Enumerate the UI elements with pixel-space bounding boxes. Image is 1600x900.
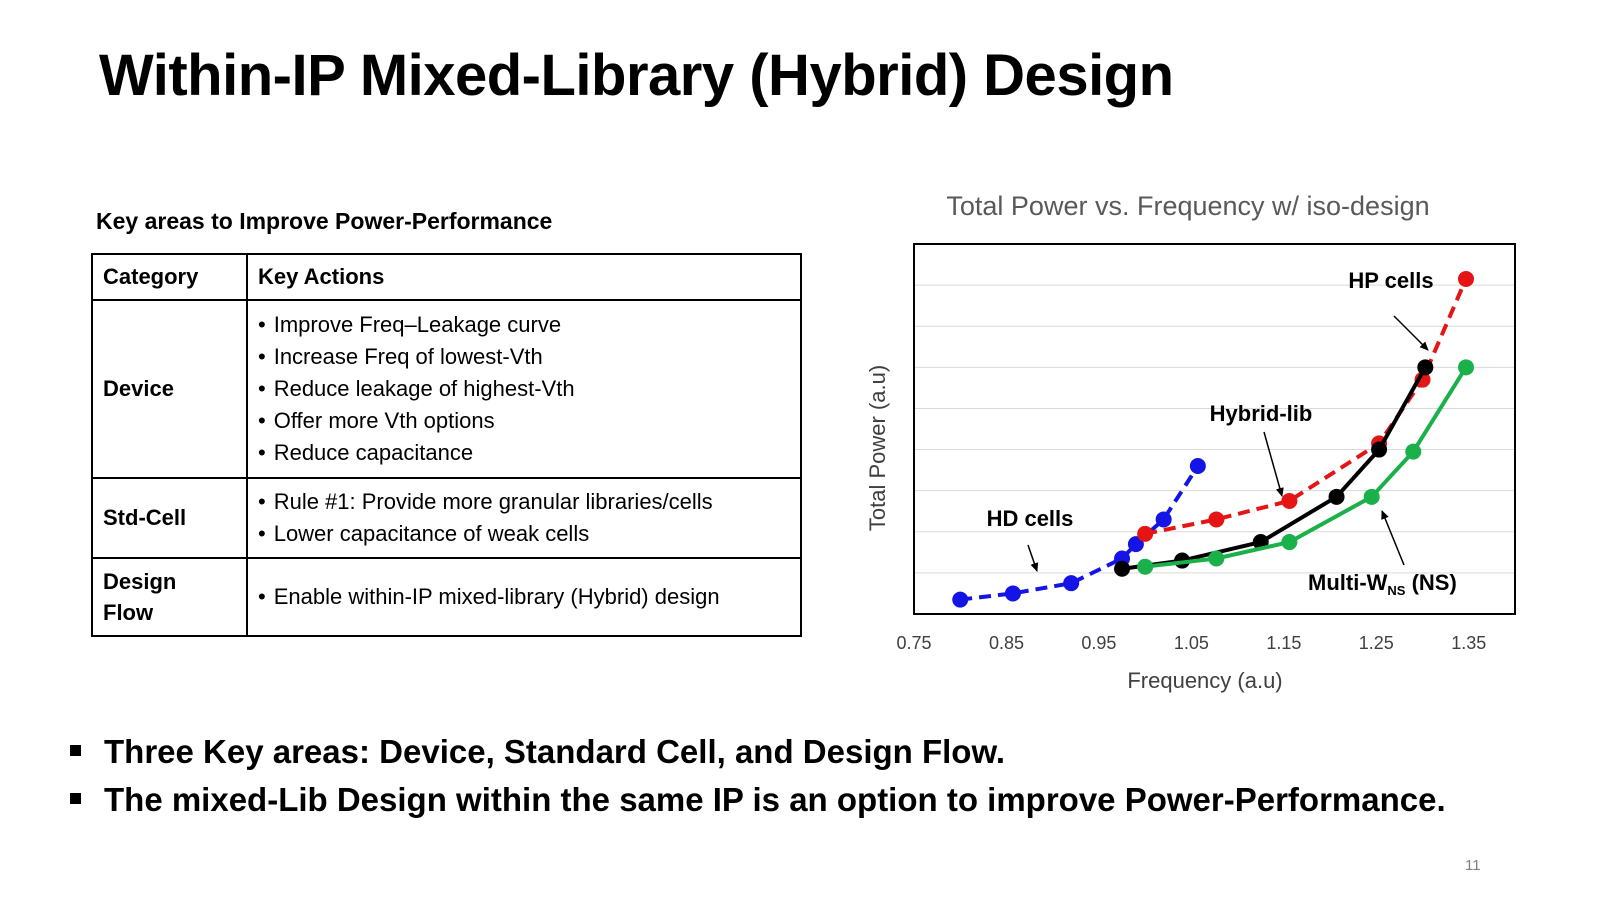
action-item: Rule #1: Provide more granular libraries… <box>258 486 790 518</box>
annotation-arrow <box>1263 431 1284 497</box>
annotation-arrow <box>1027 544 1039 572</box>
table-heading: Key areas to Improve Power-Performance <box>96 208 553 234</box>
key-areas-table: Category Key Actions Device Improve Freq… <box>91 253 802 637</box>
table-header-row: Category Key Actions <box>91 253 802 301</box>
data-point-hp-cells <box>1457 270 1474 287</box>
annotation-hp-cells: HP cells <box>1348 268 1433 293</box>
annotation-hybrid-lib: Hybrid-lib <box>1210 401 1313 426</box>
data-point-hybrid-lib <box>1328 488 1345 505</box>
x-tick-label: 1.35 <box>1451 633 1486 653</box>
header-key-actions: Key Actions <box>246 253 802 301</box>
action-item: Enable within-IP mixed-library (Hybrid) … <box>258 581 790 613</box>
category-cell: Device <box>91 299 248 479</box>
bullet-item: The mixed-Lib Design within the same IP … <box>70 780 1446 828</box>
x-tick-label: 1.05 <box>1174 633 1209 653</box>
category-cell: Std-Cell <box>91 477 248 559</box>
data-point-hybrid-lib <box>1417 359 1434 376</box>
bullet-text: The mixed-Lib Design within the same IP … <box>104 781 1446 818</box>
x-axis-label: Frequency (a.u) <box>1127 668 1282 693</box>
data-point-multi-w <box>1281 534 1298 551</box>
actions-cell: Improve Freq–Leakage curve Increase Freq… <box>246 299 802 479</box>
data-point-hd-cells <box>1127 536 1144 553</box>
x-tick-label: 0.95 <box>1081 633 1116 653</box>
chart-title: Total Power vs. Frequency w/ iso-design <box>946 191 1429 221</box>
action-item: Increase Freq of lowest-Vth <box>258 341 790 373</box>
actions-cell: Rule #1: Provide more granular libraries… <box>246 477 802 559</box>
header-category: Category <box>91 253 248 301</box>
bullet-list: Three Key areas: Device, Standard Cell, … <box>70 732 1446 828</box>
action-item: Lower capacitance of weak cells <box>258 518 790 550</box>
action-item: Improve Freq–Leakage curve <box>258 309 790 341</box>
annotation-hd-cells: HD cells <box>987 506 1074 531</box>
x-tick-label: 1.15 <box>1266 633 1301 653</box>
data-point-hybrid-lib <box>1114 560 1131 577</box>
action-item: Reduce leakage of highest-Vth <box>258 373 790 405</box>
slide-title: Within-IP Mixed-Library (Hybrid) Design <box>99 43 1174 108</box>
x-tick-label: 0.75 <box>896 633 931 653</box>
action-item: Offer more Vth options <box>258 405 790 437</box>
x-tick-label: 0.85 <box>989 633 1024 653</box>
x-tick-label: 1.25 <box>1359 633 1394 653</box>
page-number: 11 <box>1465 857 1481 874</box>
data-point-hp-cells <box>1208 511 1225 528</box>
bullet-item: Three Key areas: Device, Standard Cell, … <box>70 732 1446 780</box>
data-point-multi-w <box>1457 359 1474 376</box>
y-axis-label: Total Power (a.u) <box>865 365 890 531</box>
data-point-multi-w <box>1137 558 1154 575</box>
data-point-hd-cells <box>1004 585 1021 602</box>
data-point-hd-cells <box>952 591 969 608</box>
table-row: Design Flow Enable within-IP mixed-libra… <box>91 557 802 637</box>
bullet-square-icon <box>70 744 81 756</box>
plot-frame <box>913 243 1516 615</box>
table-row: Device Improve Freq–Leakage curve Increa… <box>91 299 802 479</box>
data-point-multi-w <box>1208 550 1225 567</box>
data-point-multi-w <box>1363 488 1380 505</box>
data-point-hybrid-lib <box>1371 441 1388 458</box>
action-item: Reduce capacitance <box>258 437 790 469</box>
bullet-square-icon <box>70 792 81 804</box>
data-point-hp-cells <box>1281 492 1298 509</box>
table-row: Std-Cell Rule #1: Provide more granular … <box>91 477 802 559</box>
annotation-arrow <box>1381 510 1405 566</box>
bullet-text: Three Key areas: Device, Standard Cell, … <box>104 733 1006 770</box>
actions-cell: Enable within-IP mixed-library (Hybrid) … <box>246 557 802 637</box>
data-point-hd-cells <box>1155 511 1172 528</box>
data-point-hd-cells <box>1189 458 1206 474</box>
category-cell: Design Flow <box>91 557 248 637</box>
data-point-multi-w <box>1405 443 1422 460</box>
data-point-hd-cells <box>1063 575 1080 592</box>
annotation-multi-wns: Multi-WNS (NS) <box>1308 570 1457 598</box>
annotation-arrow <box>1393 315 1429 351</box>
series-line-multi-w <box>1144 366 1468 569</box>
category-label: Design Flow <box>103 569 177 625</box>
data-point-hp-cells <box>1137 525 1154 542</box>
series-line-hd-cells <box>959 464 1200 602</box>
